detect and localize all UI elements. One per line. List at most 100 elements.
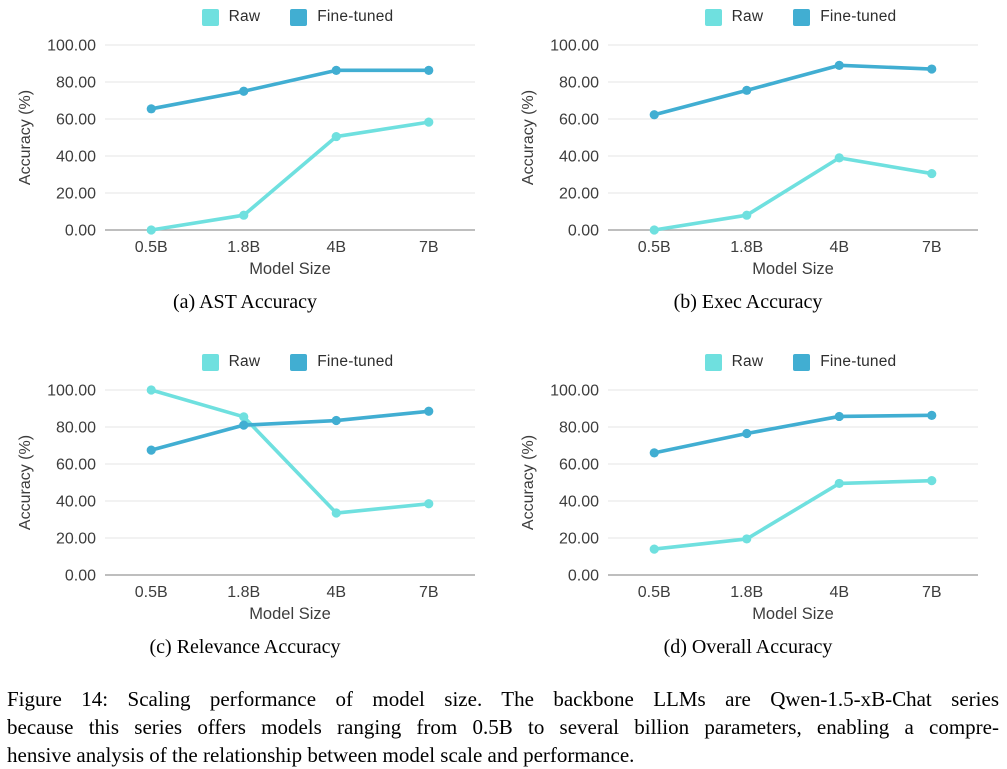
series-line-fine-tuned xyxy=(652,63,934,117)
chart-panel-c: Raw Fine-tuned 0.00 20.00 40.00 60.00 80.00 1… xyxy=(0,350,503,659)
data-point-raw xyxy=(834,478,844,489)
data-point-raw xyxy=(146,225,156,235)
line-chart-overall-accuracy: 0.00 20.00 40.00 60.00 80.00 100.00 0.5B 1.8B 4B… xyxy=(520,383,978,623)
charts-grid: Raw Fine-tuned 0.00 20.00 40.00 60.00 80.00 1… xyxy=(0,5,1007,659)
data-point-fine-tuned xyxy=(331,65,341,75)
series-line-raw xyxy=(652,156,934,232)
y-tick-label: 60.00 xyxy=(56,457,96,474)
x-tick-label: 4B xyxy=(326,239,346,256)
x-tick-label: 7B xyxy=(922,584,942,601)
legend-label-raw: Raw xyxy=(228,8,261,25)
legend-item-raw: Raw xyxy=(704,353,764,371)
x-tick-label: 7B xyxy=(419,239,439,256)
line-chart-exec-accuracy: 0.00 20.00 40.00 60.00 80.00 100.00 0.5B 1.8B 4B… xyxy=(520,38,978,278)
legend-label-raw: Raw xyxy=(228,353,261,370)
data-point-raw xyxy=(331,131,341,142)
series-line-fine-tuned xyxy=(149,409,431,452)
legend-label-fine-tuned: Fine-tuned xyxy=(317,353,394,370)
legend-item-raw: Raw xyxy=(201,8,261,26)
raw-swatch-icon xyxy=(201,353,219,371)
data-point-fine-tuned xyxy=(146,445,156,455)
y-tick-label: 80.00 xyxy=(56,420,96,437)
y-tick-label: 40.00 xyxy=(56,494,96,511)
x-tick-label: 4B xyxy=(829,584,849,601)
y-tick-label: 0.00 xyxy=(65,568,96,585)
y-tick-label: 100.00 xyxy=(550,383,599,400)
data-point-fine-tuned xyxy=(927,410,937,420)
y-tick-label: 20.00 xyxy=(559,186,599,203)
data-point-fine-tuned xyxy=(834,411,844,422)
legend-label-fine-tuned: Fine-tuned xyxy=(820,8,897,25)
x-tick-label: 0.5B xyxy=(638,584,671,601)
legend-item-fine-tuned: Fine-tuned xyxy=(290,353,393,371)
y-tick-label: 80.00 xyxy=(559,75,599,92)
series-line-fine-tuned xyxy=(652,413,934,455)
data-point-fine-tuned xyxy=(927,64,937,74)
x-tick-label: 7B xyxy=(922,239,942,256)
legend: Raw Fine-tuned xyxy=(513,5,993,29)
y-tick-label: 60.00 xyxy=(559,457,599,474)
series-line-fine-tuned xyxy=(149,68,431,111)
chart-panel-d: Raw Fine-tuned 0.00 20.00 40.00 60.00 80.00 1… xyxy=(503,350,1007,659)
legend-item-fine-tuned: Fine-tuned xyxy=(793,353,896,371)
data-point-raw xyxy=(927,476,937,486)
legend: Raw Fine-tuned xyxy=(10,350,490,374)
data-point-raw xyxy=(649,225,659,235)
y-tick-label: 20.00 xyxy=(56,531,96,548)
data-point-raw xyxy=(834,153,844,163)
x-tick-label: 1.8B xyxy=(730,239,763,256)
series-line-raw xyxy=(149,120,431,232)
y-tick-label: 40.00 xyxy=(559,149,599,166)
x-tick-label: 1.8B xyxy=(730,584,763,601)
x-tick-label: 0.5B xyxy=(135,239,168,256)
x-tick-label: 1.8B xyxy=(227,239,260,256)
line-chart-relevance-accuracy: 0.00 20.00 40.00 60.00 80.00 100.00 0.5B 1.8B 4B… xyxy=(17,383,475,623)
y-axis-title: Accuracy (%) xyxy=(520,435,537,530)
data-point-raw xyxy=(927,168,937,179)
y-tick-label: 100.00 xyxy=(47,383,96,400)
y-tick-label: 40.00 xyxy=(559,494,599,511)
y-tick-label: 20.00 xyxy=(56,186,96,203)
raw-swatch-icon xyxy=(201,8,219,26)
subcaption-a: (a) AST Accuracy xyxy=(172,291,318,313)
data-point-fine-tuned xyxy=(649,110,659,120)
legend-item-fine-tuned: Fine-tuned xyxy=(793,8,896,26)
y-tick-label: 0.00 xyxy=(65,223,96,240)
data-point-fine-tuned xyxy=(424,65,434,75)
legend-label-fine-tuned: Fine-tuned xyxy=(317,8,394,25)
x-tick-label: 1.8B xyxy=(227,584,260,601)
y-tick-label: 80.00 xyxy=(56,75,96,92)
y-axis-title: Accuracy (%) xyxy=(17,90,34,185)
y-tick-label: 40.00 xyxy=(56,149,96,166)
data-point-raw xyxy=(424,499,434,509)
data-point-raw xyxy=(146,385,156,395)
fine-tuned-swatch-icon xyxy=(290,8,308,26)
data-point-fine-tuned xyxy=(742,428,752,439)
y-tick-label: 100.00 xyxy=(550,38,599,55)
data-point-fine-tuned xyxy=(834,60,844,70)
x-tick-label: 4B xyxy=(829,239,849,256)
data-point-fine-tuned xyxy=(239,86,249,96)
legend-label-raw: Raw xyxy=(731,8,764,25)
data-point-fine-tuned xyxy=(649,448,659,458)
y-tick-label: 20.00 xyxy=(559,531,599,548)
subcaption-c: (c) Relevance Accuracy xyxy=(149,636,341,658)
data-point-raw xyxy=(424,117,434,127)
x-tick-label: 0.5B xyxy=(638,239,671,256)
line-chart-ast-accuracy: 0.00 20.00 40.00 60.00 80.00 100.00 0.5B 1.8B 4B… xyxy=(17,38,475,278)
y-tick-label: 60.00 xyxy=(559,112,599,129)
legend-label-raw: Raw xyxy=(731,353,764,370)
data-point-fine-tuned xyxy=(146,104,156,114)
data-point-raw xyxy=(649,544,659,554)
subcaption-b: (b) Exec Accuracy xyxy=(673,291,823,313)
legend-item-raw: Raw xyxy=(201,353,261,371)
data-point-raw xyxy=(742,210,752,220)
series-line-raw xyxy=(652,478,934,551)
x-axis-title: Model Size xyxy=(752,260,834,278)
data-point-fine-tuned xyxy=(742,85,752,95)
y-tick-label: 80.00 xyxy=(559,420,599,437)
legend-label-fine-tuned: Fine-tuned xyxy=(820,353,897,370)
x-axis-title: Model Size xyxy=(752,605,834,623)
figure-caption: Figure 14: Scaling performance of model … xyxy=(7,685,999,769)
